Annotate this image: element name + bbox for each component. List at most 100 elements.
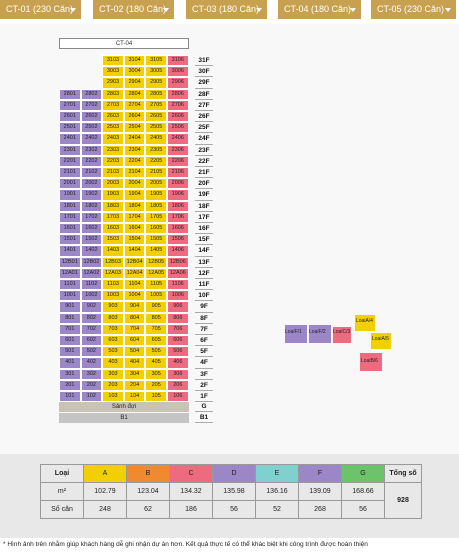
unit-cell[interactable]: 603 (102, 335, 124, 347)
unit-cell[interactable]: 2404 (123, 133, 146, 145)
unit-cell[interactable]: 2001 (59, 178, 81, 190)
unit-cell[interactable]: 1006 (167, 290, 189, 302)
unit-cell[interactable]: 3103 (102, 55, 124, 67)
unit-cell[interactable]: 1706 (167, 211, 189, 223)
unit-cell[interactable]: 1805 (145, 200, 167, 212)
unit-cell[interactable]: 2201 (59, 155, 81, 167)
unit-cell[interactable]: 2603 (102, 111, 124, 123)
plan-unit-c3[interactable] (333, 327, 351, 343)
unit-cell[interactable]: 1701 (59, 211, 81, 223)
unit-cell[interactable]: 803 (102, 312, 124, 324)
unit-cell[interactable]: 1506 (167, 234, 189, 246)
unit-cell[interactable]: 2501 (59, 122, 81, 134)
unit-cell[interactable]: 1001 (59, 290, 81, 302)
unit-cell[interactable]: 801 (59, 312, 81, 324)
unit-cell[interactable]: 1801 (59, 200, 81, 212)
unit-cell[interactable]: 1105 (145, 279, 167, 291)
unit-cell[interactable]: 2803 (102, 88, 124, 100)
unit-cell[interactable]: 12B02 (80, 256, 103, 268)
unit-cell[interactable]: 903 (102, 301, 124, 313)
plan-unit-a4[interactable] (355, 315, 375, 331)
unit-cell[interactable]: 1902 (80, 189, 103, 201)
unit-cell[interactable]: 506 (167, 346, 189, 358)
unit-cell[interactable]: 12B03 (102, 256, 124, 268)
plan-unit-f1[interactable] (285, 325, 307, 343)
unit-cell[interactable]: 3106 (167, 55, 189, 67)
unit-cell[interactable]: 1003 (102, 290, 124, 302)
unit-cell[interactable]: 3004 (123, 66, 146, 78)
unit-cell[interactable]: 2101 (59, 167, 81, 179)
unit-cell[interactable]: 2006 (167, 178, 189, 190)
unit-cell[interactable]: 1002 (80, 290, 103, 302)
unit-cell[interactable]: 12A04 (123, 267, 146, 279)
unit-cell[interactable]: 2802 (80, 88, 103, 100)
unit-cell[interactable]: 904 (123, 301, 146, 313)
unit-cell[interactable]: 1405 (145, 245, 167, 257)
unit-cell[interactable]: 2301 (59, 144, 81, 156)
unit-cell[interactable]: 12A01 (59, 267, 81, 279)
unit-cell[interactable]: 2801 (59, 88, 81, 100)
unit-cell[interactable]: 505 (145, 346, 167, 358)
unit-cell[interactable]: 706 (167, 323, 189, 335)
unit-cell[interactable]: 12A05 (145, 267, 167, 279)
unit-cell[interactable]: 1702 (80, 211, 103, 223)
unit-cell[interactable]: 1601 (59, 223, 81, 235)
unit-cell[interactable]: 403 (102, 357, 124, 369)
tab-ct-04[interactable]: CT-04 (180 Căn) (278, 0, 361, 19)
unit-cell[interactable]: 2905 (145, 77, 167, 89)
unit-cell[interactable]: 2704 (123, 99, 146, 111)
unit-cell[interactable]: 2705 (145, 99, 167, 111)
unit-cell[interactable]: 1503 (102, 234, 124, 246)
unit-cell[interactable]: 901 (59, 301, 81, 313)
unit-cell[interactable]: 501 (59, 346, 81, 358)
plan-unit-a5[interactable] (371, 333, 391, 349)
unit-cell[interactable]: 2005 (145, 178, 167, 190)
unit-cell[interactable]: 502 (80, 346, 103, 358)
unit-cell[interactable]: 1501 (59, 234, 81, 246)
unit-cell[interactable]: 1103 (102, 279, 124, 291)
unit-cell[interactable]: 2604 (123, 111, 146, 123)
unit-cell[interactable]: 1806 (167, 200, 189, 212)
unit-cell[interactable]: 12B04 (123, 256, 146, 268)
unit-cell[interactable]: 1802 (80, 200, 103, 212)
unit-cell[interactable]: 205 (145, 379, 167, 391)
unit-cell[interactable]: 2401 (59, 133, 81, 145)
unit-cell[interactable]: 203 (102, 379, 124, 391)
unit-cell[interactable]: 2303 (102, 144, 124, 156)
unit-cell[interactable]: 605 (145, 335, 167, 347)
unit-cell[interactable]: 2703 (102, 99, 124, 111)
unit-cell[interactable]: 2806 (167, 88, 189, 100)
unit-cell[interactable]: 2402 (80, 133, 103, 145)
unit-cell[interactable]: 2105 (145, 167, 167, 179)
unit-cell[interactable]: 905 (145, 301, 167, 313)
unit-cell[interactable]: 2406 (167, 133, 189, 145)
unit-cell[interactable]: 303 (102, 368, 124, 380)
unit-cell[interactable]: 1401 (59, 245, 81, 257)
unit-cell[interactable]: 601 (59, 335, 81, 347)
unit-cell[interactable]: 1804 (123, 200, 146, 212)
unit-cell[interactable]: 1505 (145, 234, 167, 246)
unit-cell[interactable]: 404 (123, 357, 146, 369)
unit-cell[interactable]: 101 (59, 391, 81, 403)
unit-cell[interactable]: 2403 (102, 133, 124, 145)
unit-cell[interactable]: 3003 (102, 66, 124, 78)
unit-cell[interactable]: 2906 (167, 77, 189, 89)
unit-cell[interactable]: 2102 (80, 167, 103, 179)
unit-cell[interactable]: 2106 (167, 167, 189, 179)
unit-cell[interactable]: 201 (59, 379, 81, 391)
unit-cell[interactable]: 3104 (123, 55, 146, 67)
unit-cell[interactable]: 1005 (145, 290, 167, 302)
plan-unit-f2[interactable] (309, 325, 331, 343)
unit-cell[interactable]: 1605 (145, 223, 167, 235)
unit-cell[interactable]: 2903 (102, 77, 124, 89)
unit-cell[interactable]: 2302 (80, 144, 103, 156)
unit-cell[interactable]: 2305 (145, 144, 167, 156)
tab-ct-02[interactable]: CT-02 (180 Căn) (93, 0, 174, 19)
unit-cell[interactable]: 401 (59, 357, 81, 369)
unit-cell[interactable]: 1905 (145, 189, 167, 201)
unit-cell[interactable]: 1106 (167, 279, 189, 291)
plan-unit-b6[interactable] (360, 353, 382, 371)
unit-cell[interactable]: 1406 (167, 245, 189, 257)
unit-cell[interactable]: 2202 (80, 155, 103, 167)
unit-cell[interactable]: 2904 (123, 77, 146, 89)
